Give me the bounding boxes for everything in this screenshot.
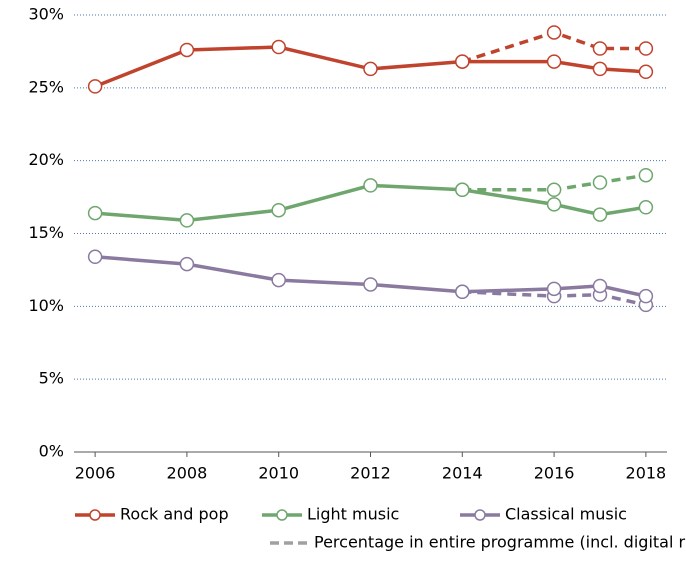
series-line bbox=[94, 255, 647, 298]
marker bbox=[592, 41, 608, 56]
x-tick-label: 2014 bbox=[442, 464, 483, 483]
marker bbox=[592, 278, 608, 294]
marker bbox=[455, 54, 470, 69]
marker bbox=[271, 202, 286, 218]
marker bbox=[638, 167, 654, 183]
marker bbox=[638, 288, 654, 304]
legend-marker bbox=[276, 509, 288, 521]
marker bbox=[363, 178, 378, 193]
series-line bbox=[461, 30, 646, 64]
series-line bbox=[462, 173, 647, 192]
y-tick-label: 10% bbox=[28, 296, 64, 315]
series-line bbox=[94, 183, 647, 223]
y-tick-label: 15% bbox=[28, 223, 64, 242]
marker bbox=[638, 41, 654, 56]
marker bbox=[546, 25, 562, 40]
marker bbox=[87, 249, 103, 265]
series-line bbox=[462, 290, 647, 307]
x-tick-label: 2010 bbox=[258, 464, 299, 483]
marker bbox=[87, 205, 103, 221]
marker bbox=[363, 277, 378, 292]
marker bbox=[546, 182, 562, 198]
y-tick-label: 30% bbox=[28, 5, 64, 24]
marker bbox=[455, 284, 470, 300]
x-tick-label: 2006 bbox=[75, 464, 116, 483]
y-tick-label: 5% bbox=[39, 369, 64, 388]
legend-label: Light music bbox=[307, 505, 399, 524]
marker bbox=[179, 213, 195, 228]
marker bbox=[638, 200, 654, 215]
marker bbox=[271, 272, 286, 288]
x-tick-label: 2008 bbox=[167, 464, 208, 483]
legend-marker bbox=[89, 509, 101, 521]
legend-marker bbox=[474, 509, 486, 521]
series-line bbox=[94, 45, 646, 89]
marker bbox=[271, 39, 286, 55]
marker bbox=[179, 42, 195, 58]
marker bbox=[455, 182, 470, 198]
marker bbox=[592, 175, 608, 190]
marker bbox=[179, 256, 195, 272]
marker bbox=[592, 61, 608, 77]
legend-label: Rock and pop bbox=[120, 505, 229, 524]
marker bbox=[87, 79, 103, 94]
y-tick-label: 25% bbox=[28, 77, 64, 96]
y-tick-label: 20% bbox=[28, 150, 64, 169]
marker bbox=[363, 61, 378, 77]
marker bbox=[546, 281, 562, 297]
marker bbox=[546, 54, 562, 69]
marker bbox=[592, 207, 608, 222]
x-tick-label: 2012 bbox=[350, 464, 391, 483]
marker bbox=[546, 197, 562, 212]
x-tick-label: 2018 bbox=[626, 464, 667, 483]
y-tick-label: 0% bbox=[39, 442, 64, 461]
x-tick-label: 2016 bbox=[534, 464, 575, 483]
legend-label: Classical music bbox=[505, 505, 627, 524]
marker bbox=[638, 64, 654, 80]
legend-label: Percentage in entire programme (incl. di… bbox=[314, 533, 686, 552]
